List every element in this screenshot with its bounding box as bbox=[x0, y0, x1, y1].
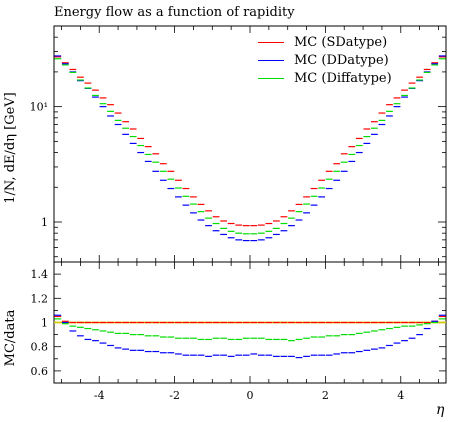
x-tick-label: 4 bbox=[397, 389, 404, 402]
legend-swatch-diffatype bbox=[258, 77, 284, 79]
main-y-axis-label: 1/N, dE/dη [GeV] bbox=[3, 92, 18, 204]
legend-swatch-sdatype bbox=[258, 41, 284, 43]
ratio-y-tick-label: 1.4 bbox=[31, 268, 49, 281]
ratio-y-tick-label: 1 bbox=[41, 317, 48, 330]
main-y-tick-label: 10¹ bbox=[30, 101, 48, 114]
ratio-y-axis-label: MC/data bbox=[3, 309, 18, 367]
main-y-tick-label: 1 bbox=[41, 216, 48, 229]
legend-label-sdatype: MC (SDatype) bbox=[294, 34, 388, 50]
x-tick-label: 0 bbox=[247, 389, 254, 402]
ratio-y-tick-label: 0.8 bbox=[31, 341, 49, 354]
x-tick-label: -2 bbox=[169, 389, 180, 402]
x-tick-label: -4 bbox=[94, 389, 105, 402]
legend-item-ddatype: MC (DDatype) bbox=[258, 51, 392, 69]
legend-item-diffatype: MC (Diffatype) bbox=[258, 69, 392, 87]
legend-swatch-ddatype bbox=[258, 59, 284, 61]
chart-title: Energy flow as a function of rapidity bbox=[54, 5, 295, 20]
legend-label-diffatype: MC (Diffatype) bbox=[294, 70, 392, 86]
x-tick-label: 2 bbox=[322, 389, 329, 402]
ratio-y-tick-label: 0.6 bbox=[31, 365, 49, 378]
ratio-y-tick-label: 1.2 bbox=[31, 292, 49, 305]
x-axis-label: η bbox=[436, 402, 445, 418]
legend-label-ddatype: MC (DDatype) bbox=[294, 52, 389, 68]
legend: MC (SDatype) MC (DDatype) MC (Diffatype) bbox=[258, 33, 392, 87]
legend-item-sdatype: MC (SDatype) bbox=[258, 33, 392, 51]
